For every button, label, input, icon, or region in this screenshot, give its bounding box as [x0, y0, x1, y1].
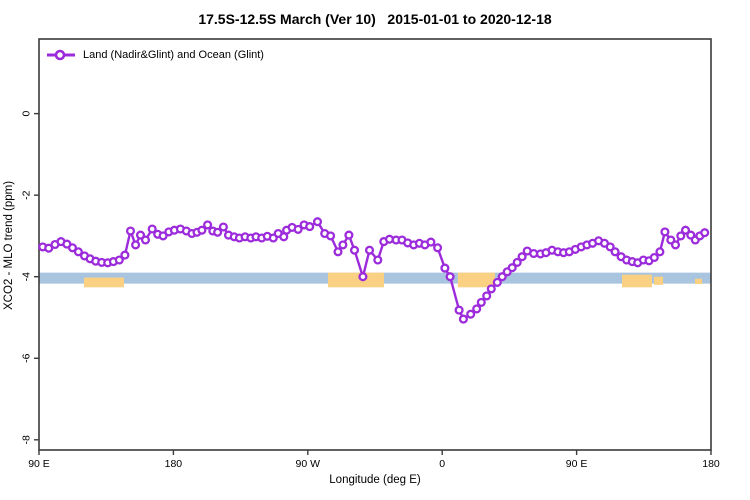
data-point-marker [670, 240, 681, 250]
y-tick-label: 0 [21, 111, 33, 117]
data-point-marker [338, 240, 348, 250]
legend-marker-icon [47, 49, 75, 61]
data-point-marker [507, 263, 517, 273]
data-point-marker [676, 231, 686, 241]
land-band-segment [653, 276, 664, 285]
data-point-marker [497, 272, 507, 282]
data-point-marker [349, 245, 360, 255]
data-point-marker [293, 224, 303, 234]
data-point-marker [458, 314, 468, 324]
data-point-marker [454, 305, 464, 315]
chart-title: 17.5S-12.5S March (Ver 10) 2015-01-01 to… [198, 11, 552, 27]
y-tick-label: -8 [21, 435, 33, 444]
data-point-marker [44, 243, 54, 253]
data-point-marker [492, 277, 502, 287]
data-point-marker [433, 243, 443, 253]
x-tick-label: 180 [702, 458, 720, 470]
data-point-marker [158, 231, 168, 241]
data-point-marker [649, 252, 659, 263]
data-point-marker [114, 255, 124, 265]
data-point-marker [482, 291, 492, 301]
data-point-marker [512, 257, 522, 267]
data-point-marker [197, 225, 207, 235]
legend-label: Land (Nadir&Glint) and Ocean (Glint) [83, 49, 264, 61]
land-band-segment [457, 272, 495, 288]
x-axis-title: Longitude (deg E) [329, 474, 421, 486]
data-point-marker [655, 247, 665, 257]
data-point-marker [426, 237, 436, 247]
x-tick-label: 0 [439, 458, 445, 470]
land-band-segment [327, 272, 384, 288]
data-point-marker [610, 247, 620, 257]
data-point-marker [218, 222, 228, 232]
data-point-marker [445, 272, 455, 282]
data-point-marker [120, 250, 130, 260]
data-point-marker [358, 272, 368, 282]
data-point-marker [373, 255, 383, 265]
data-point-marker [73, 247, 83, 257]
y-tick-label: -4 [21, 272, 33, 281]
data-point-marker [364, 245, 375, 255]
data-point-marker [700, 228, 710, 238]
data-point-marker [203, 220, 213, 230]
x-tick-label: 90 E [566, 458, 588, 470]
data-point-marker [466, 309, 476, 319]
data-point-marker [476, 297, 486, 307]
y-tick-label: -2 [21, 190, 33, 199]
data-point-marker [135, 230, 146, 240]
data-point-marker [125, 226, 136, 236]
data-point-marker [517, 252, 527, 262]
data-point-marker [660, 227, 670, 237]
data-point-marker [67, 243, 78, 253]
legend: Land (Nadir&Glint) and Ocean (Glint) [46, 49, 264, 61]
data-point-marker [213, 227, 223, 237]
data-point-marker [344, 230, 354, 240]
data-point-marker [486, 284, 496, 294]
y-axis-title: XCO2 - MLO trend (ppm) [3, 180, 15, 310]
land-band-segment [695, 278, 703, 285]
data-point-marker [440, 263, 450, 273]
data-point-marker [140, 235, 151, 245]
x-tick-label: 90 W [296, 458, 321, 470]
data-point-marker [147, 224, 157, 234]
x-tick-label: 90 E [28, 458, 50, 470]
data-point-marker [680, 225, 691, 235]
x-tick-label: 180 [165, 458, 183, 470]
land-band-segment [621, 274, 653, 288]
land-band-segment [83, 277, 124, 288]
data-point-marker [472, 304, 482, 314]
data-point-marker [305, 222, 315, 232]
data-point-marker [326, 231, 336, 241]
data-point-marker [312, 217, 323, 227]
data-point-marker [131, 240, 141, 250]
data-point-marker [333, 247, 343, 257]
y-tick-label: -6 [21, 353, 33, 362]
